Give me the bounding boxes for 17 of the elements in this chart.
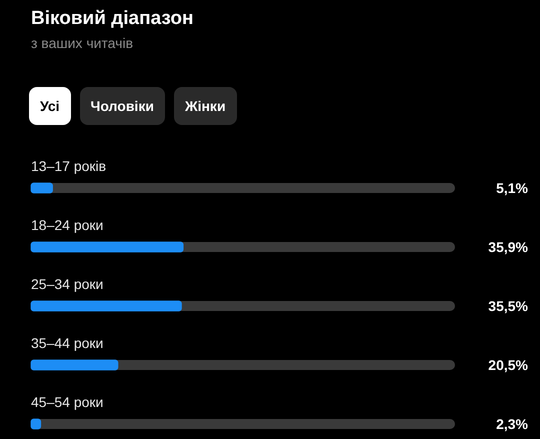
data-label: 35,9% (488, 238, 529, 255)
data-label: 35,5% (488, 298, 529, 314)
y-tick-label: 45–54 роки (31, 394, 104, 410)
y-tick-label: 35–44 роки (31, 335, 104, 351)
chart-subtitle: з ваших читачів (31, 35, 134, 51)
text: Чоловіки (80, 87, 165, 125)
data-label: 5,1% (496, 180, 529, 196)
y-tick-label: 25–34 роки (31, 276, 104, 292)
bar (30, 182, 53, 194)
y-tick-label: 13–17 років (31, 158, 106, 174)
bar (30, 360, 118, 370)
chart-title: Віковий діапазон (31, 8, 194, 30)
y-tick-label: 18–24 роки (31, 217, 104, 233)
data-label: 20,5% (488, 356, 529, 373)
text: Усі (29, 87, 71, 125)
data-label: 2,3% (496, 416, 529, 432)
text: Жінки (174, 87, 237, 125)
